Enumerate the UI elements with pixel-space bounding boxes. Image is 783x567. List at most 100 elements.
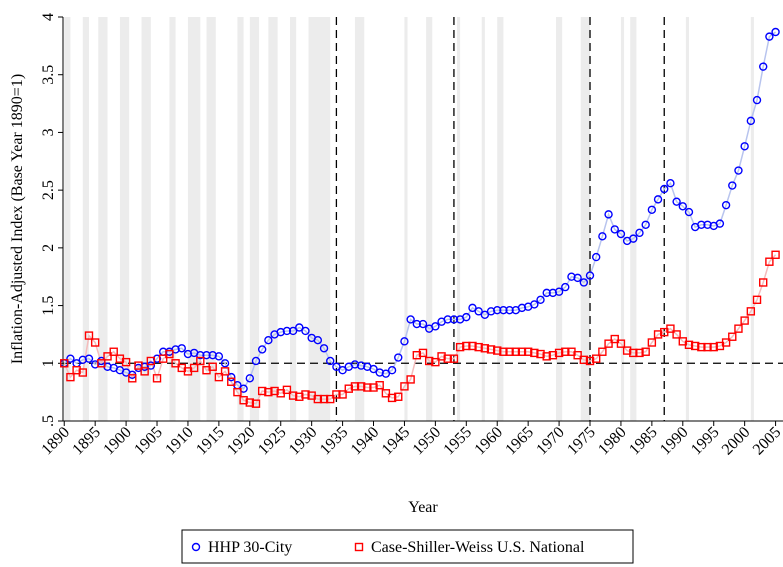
data-point (196, 351, 205, 360)
x-tick-label: 1955 (440, 424, 475, 459)
data-point (356, 382, 366, 391)
y-tick-label: 1 (40, 359, 57, 367)
data-point (468, 303, 477, 313)
data-point (338, 366, 347, 375)
data-point (313, 336, 323, 345)
data-point (387, 366, 397, 375)
shaded-period (169, 17, 176, 421)
data-point (319, 344, 329, 353)
data-point (598, 347, 607, 356)
data-point (443, 354, 452, 363)
data-point (573, 351, 582, 360)
data-point (72, 366, 81, 375)
data-point (765, 32, 774, 41)
x-tick-label: 1970 (533, 424, 568, 459)
data-point (431, 357, 440, 367)
data-point (264, 387, 273, 397)
data-point (536, 295, 545, 304)
data-point (381, 389, 391, 398)
data-point (159, 354, 168, 363)
data-point (666, 179, 675, 188)
data-point (443, 315, 452, 324)
x-tick-label: 1965 (502, 424, 537, 459)
data-point (282, 326, 292, 336)
data-point (282, 385, 292, 395)
data-point (653, 330, 663, 339)
data-point (270, 386, 279, 396)
data-point (554, 348, 564, 358)
data-point (585, 356, 595, 366)
data-point (480, 344, 490, 353)
x-tick-label: 1905 (131, 424, 166, 459)
legend-label: HHP 30-City (208, 539, 292, 556)
data-point (616, 339, 626, 348)
y-tick-label: 2.5 (40, 180, 57, 200)
shaded-period (82, 17, 89, 421)
data-point (462, 312, 471, 322)
data-point (295, 392, 304, 401)
data-point (591, 354, 601, 363)
shaded-period (555, 17, 563, 421)
x-tick-label: 1930 (286, 424, 321, 459)
data-point (140, 367, 149, 376)
data-point (622, 346, 632, 355)
data-point (690, 341, 700, 351)
data-point (60, 359, 69, 368)
data-point (511, 347, 520, 356)
x-tick-label: 1960 (471, 424, 506, 459)
data-point (394, 353, 403, 362)
x-tick-label: 1920 (224, 424, 259, 459)
data-point (493, 305, 502, 315)
x-tick-label: 1935 (317, 424, 352, 459)
data-point (350, 382, 360, 391)
data-point (591, 252, 601, 262)
data-point (759, 62, 768, 71)
data-point (629, 234, 638, 243)
data-point (128, 374, 137, 383)
data-point (449, 315, 459, 324)
data-point (301, 326, 310, 336)
shaded-period (404, 17, 408, 421)
x-tick-label: 1895 (69, 424, 104, 459)
data-point (369, 364, 378, 374)
shaded-period (481, 17, 485, 421)
data-point (424, 356, 434, 366)
data-point (245, 398, 255, 407)
shaded-period (750, 17, 754, 421)
shaded-period (580, 17, 591, 421)
data-point (257, 386, 267, 396)
data-point (752, 95, 762, 105)
data-point (641, 347, 650, 356)
data-point (363, 383, 372, 392)
data-point (721, 338, 731, 347)
data-point (227, 372, 236, 382)
x-tick-label: 1980 (595, 424, 630, 459)
data-point (530, 348, 539, 358)
data-point (288, 326, 298, 336)
data-point (189, 363, 199, 373)
data-point (78, 368, 87, 377)
x-tick-label: 1945 (379, 424, 414, 459)
data-point (406, 375, 415, 384)
data-point (474, 342, 483, 352)
data-point (462, 341, 471, 351)
x-tick-label: 1890 (38, 424, 73, 459)
shaded-period (119, 17, 130, 421)
data-point (616, 229, 626, 239)
x-tick-label: 1995 (688, 424, 723, 459)
shaded-period (64, 17, 71, 421)
shaded-period (630, 17, 637, 421)
data-point (604, 210, 613, 219)
data-point (703, 342, 712, 352)
legend-marker (354, 542, 364, 552)
shaded-period (206, 17, 216, 421)
shaded-period (141, 17, 151, 421)
data-point (146, 361, 156, 370)
data-point (759, 278, 768, 287)
y-tick-label: 3 (40, 128, 57, 136)
data-point (598, 232, 607, 241)
data-point (734, 166, 743, 175)
data-point (134, 361, 143, 370)
data-point (548, 351, 558, 360)
data-point (208, 362, 217, 371)
